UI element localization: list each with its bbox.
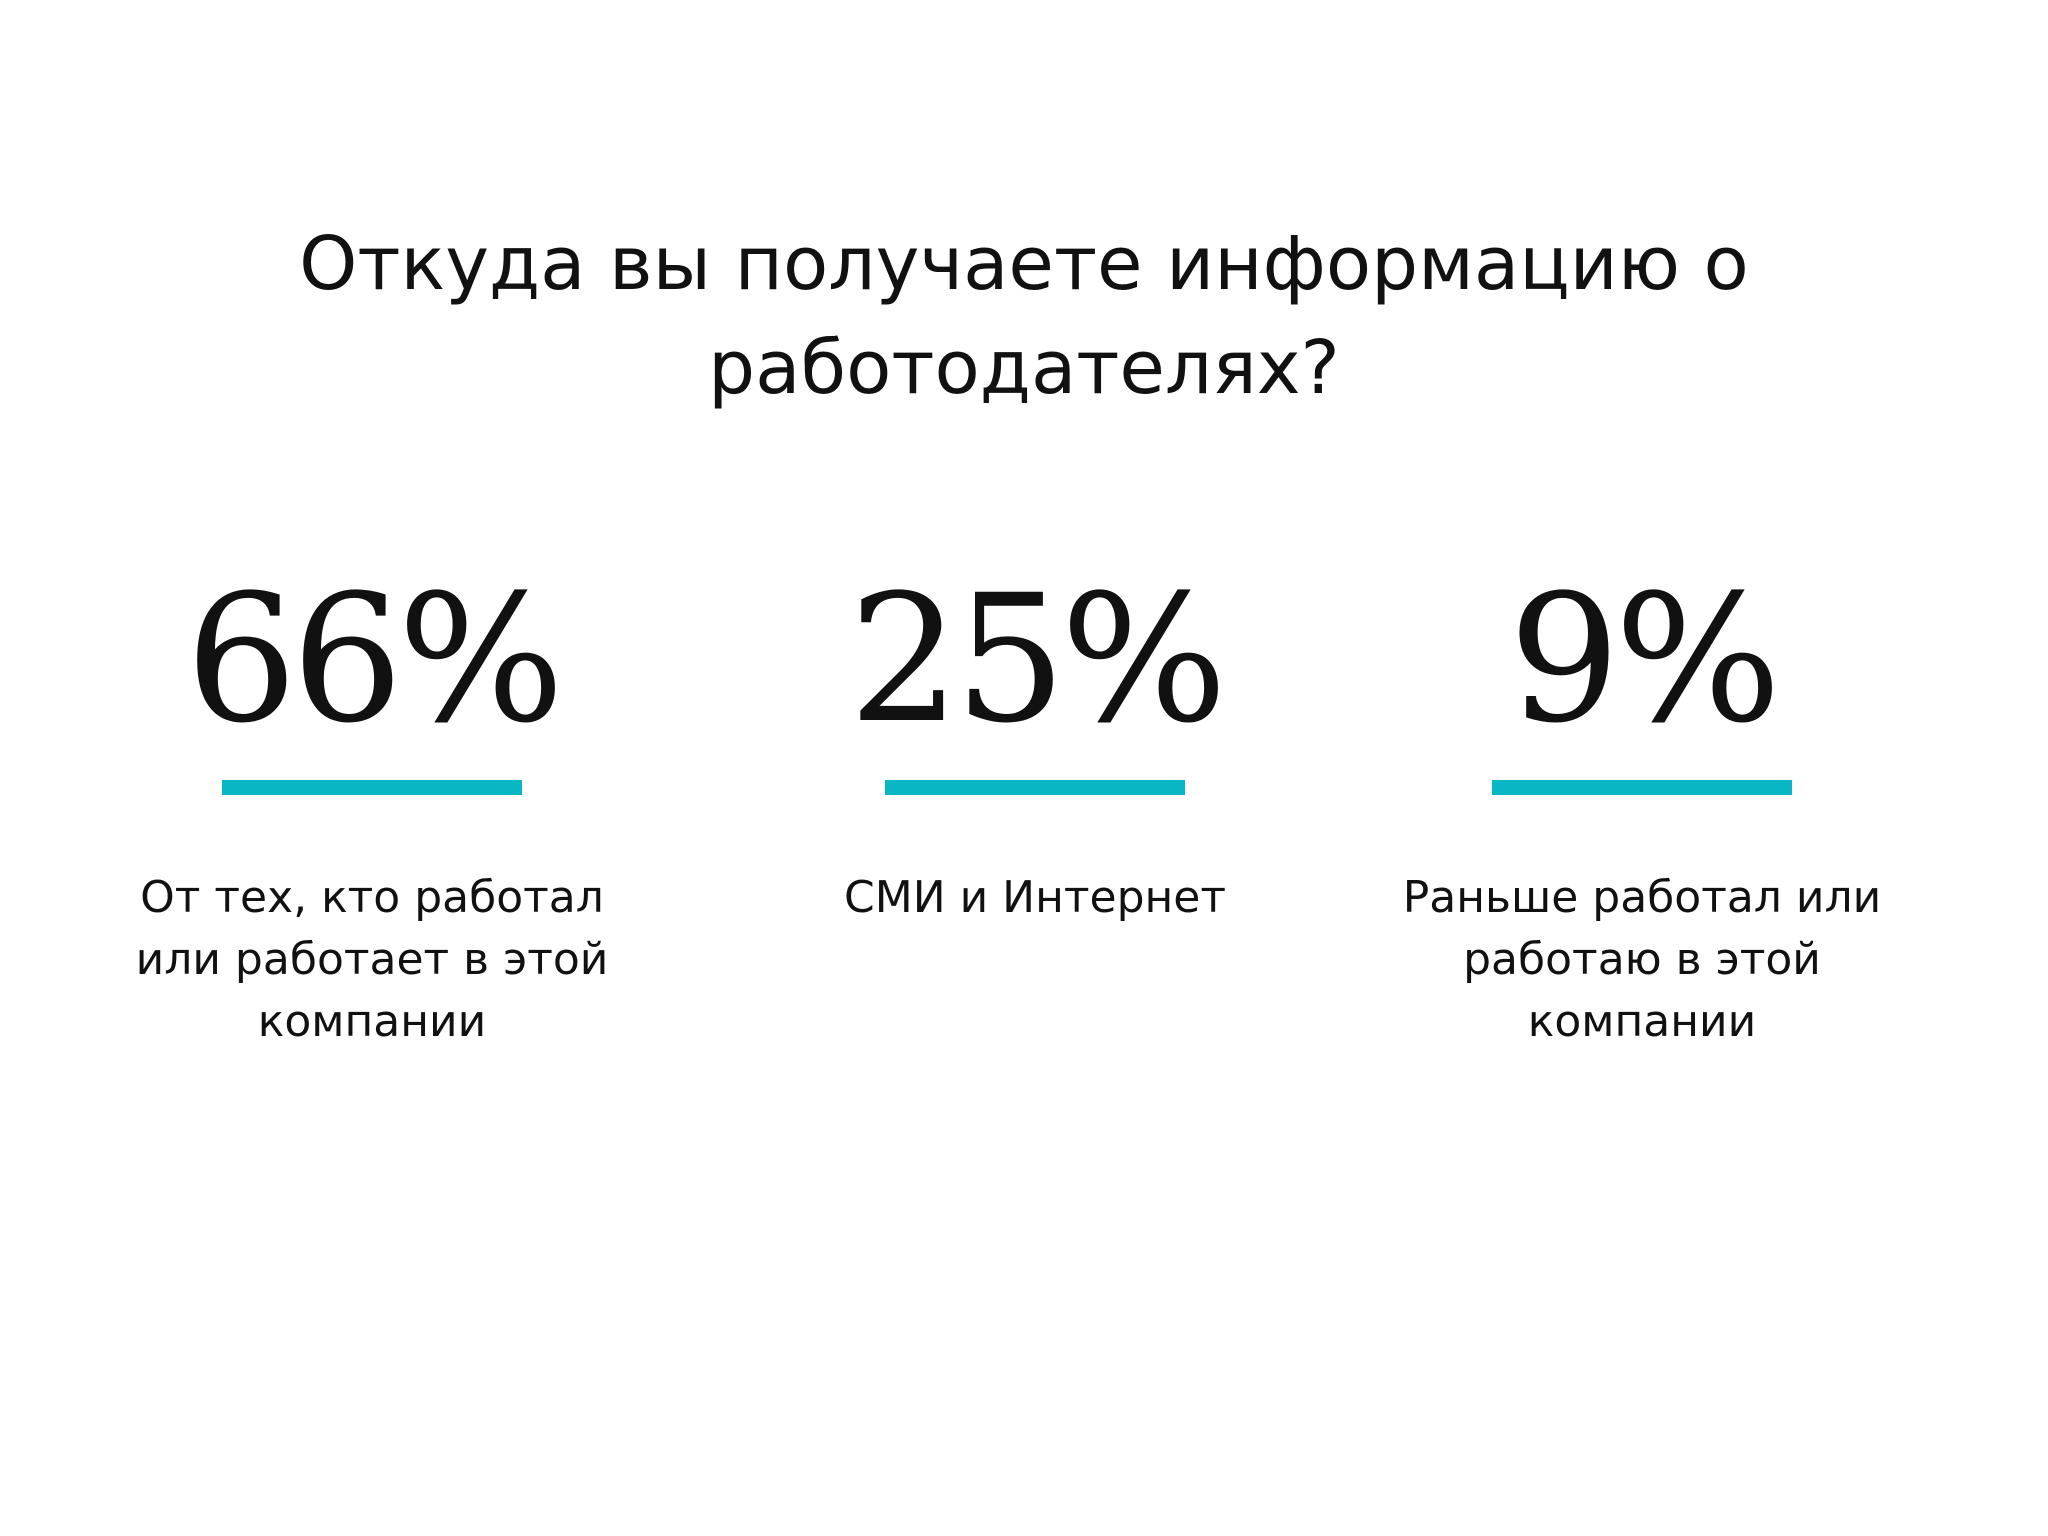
- stat-value: 66%: [185, 557, 564, 762]
- stat-label: СМИ и Интернет: [735, 867, 1335, 929]
- slide-title-line-1: Откуда вы получаете информацию о: [299, 221, 1749, 307]
- stat-value: 9%: [1508, 557, 1781, 762]
- slide-title-line-2: работодателях?: [708, 325, 1340, 411]
- stat-label-line: От тех, кто работал: [140, 872, 604, 923]
- stat-label-line: компании: [257, 996, 487, 1047]
- stat-label-line: или работает в этой: [135, 934, 609, 985]
- stat-label-line: Раньше работал или: [1402, 872, 1882, 923]
- accent-bar: [1492, 780, 1792, 795]
- stat-label-line: работаю в этой компании: [1463, 934, 1821, 1047]
- slide-title: Откуда вы получаете информацию о работод…: [0, 212, 2048, 420]
- stat-card-1: 66% От тех, кто работал или работает в э…: [72, 560, 672, 1053]
- accent-bar: [885, 780, 1185, 795]
- stat-label: От тех, кто работал или работает в этой …: [72, 867, 672, 1053]
- stat-value: 25%: [848, 557, 1227, 762]
- stat-label: Раньше работал или работаю в этой компан…: [1342, 867, 1942, 1053]
- accent-bar: [222, 780, 522, 795]
- stat-card-2: 25% СМИ и Интернет: [735, 560, 1335, 929]
- stat-card-3: 9% Раньше работал или работаю в этой ком…: [1342, 560, 1942, 1053]
- stat-label-line: СМИ и Интернет: [844, 872, 1226, 923]
